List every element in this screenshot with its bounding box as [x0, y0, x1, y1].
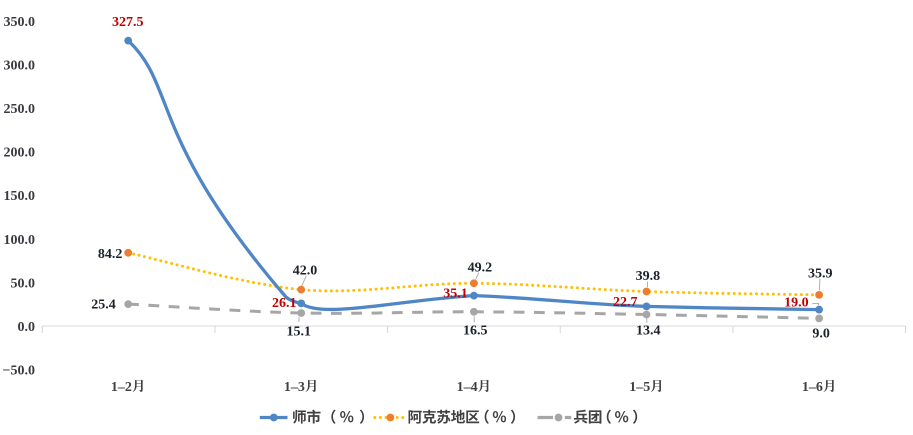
svg-text:39.8: 39.8	[636, 269, 661, 284]
svg-text:327.5: 327.5	[112, 15, 144, 30]
svg-text:19.0: 19.0	[784, 296, 809, 311]
svg-text:50.0: 50.0	[11, 276, 36, 291]
svg-text:1–2: 1–2	[111, 380, 132, 395]
svg-text:1–5: 1–5	[629, 380, 650, 395]
svg-text:42.0: 42.0	[293, 263, 318, 278]
svg-text:35.1: 35.1	[443, 286, 468, 301]
svg-text:22.7: 22.7	[613, 295, 638, 310]
svg-text:1–3: 1–3	[284, 380, 305, 395]
svg-text:49.2: 49.2	[468, 260, 493, 275]
svg-text:100.0: 100.0	[4, 233, 36, 248]
svg-text:9.0: 9.0	[812, 326, 830, 341]
svg-text:0.0: 0.0	[18, 320, 36, 335]
svg-text:35.9: 35.9	[808, 267, 833, 282]
svg-text:15.1: 15.1	[286, 325, 311, 340]
svg-text:16.5: 16.5	[463, 323, 488, 338]
svg-text:84.2: 84.2	[98, 247, 123, 262]
svg-text:25.4: 25.4	[91, 297, 116, 312]
svg-text:200.0: 200.0	[4, 146, 36, 161]
svg-text:−50.0: −50.0	[3, 364, 35, 379]
svg-text:13.4: 13.4	[636, 324, 661, 339]
svg-text:1–6: 1–6	[802, 380, 823, 395]
svg-text:250.0: 250.0	[4, 102, 36, 117]
svg-text:350.0: 350.0	[4, 15, 36, 30]
svg-text:26.1: 26.1	[272, 296, 297, 311]
svg-text:300.0: 300.0	[4, 58, 36, 73]
svg-text:1–4: 1–4	[457, 380, 478, 395]
svg-text:150.0: 150.0	[4, 189, 36, 204]
